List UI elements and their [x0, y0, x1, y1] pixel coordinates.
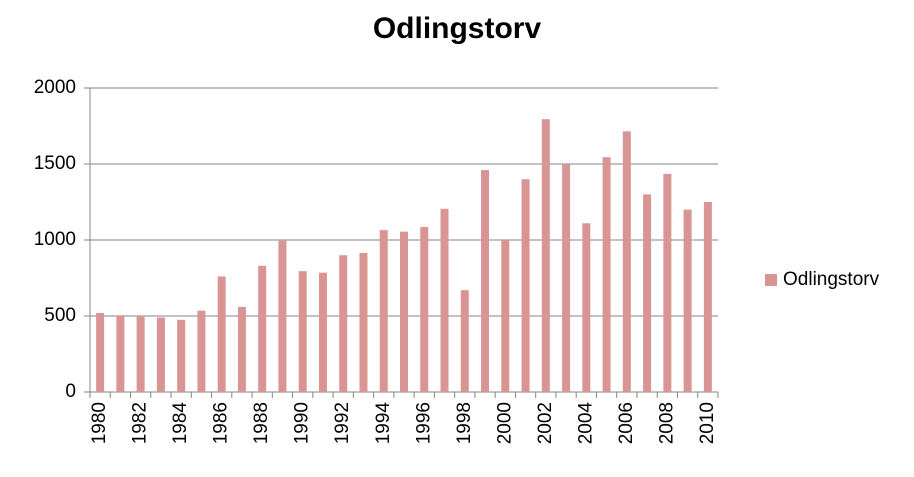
- x-tick-label: 1998: [454, 402, 475, 444]
- bar: [116, 315, 125, 392]
- x-tick-label: 2008: [656, 402, 677, 444]
- bar: [217, 276, 226, 392]
- chart-title: Odlingstorv: [373, 12, 542, 45]
- x-tick-label: 1988: [251, 402, 272, 444]
- bar: [683, 209, 692, 392]
- bar: [420, 227, 429, 392]
- x-tick-label: 2004: [575, 402, 596, 445]
- bar: [602, 157, 611, 392]
- y-tick-label: 1500: [34, 153, 76, 174]
- x-tick-label: 2006: [616, 402, 637, 444]
- y-tick-label: 0: [65, 381, 76, 402]
- bar: [197, 310, 206, 392]
- bar: [562, 164, 571, 392]
- bar: [237, 306, 246, 392]
- y-tick-label: 2000: [34, 77, 76, 98]
- bar: [258, 265, 267, 392]
- legend-label: Odlingstorv: [783, 269, 880, 290]
- bar: [460, 290, 469, 392]
- bar: [622, 131, 631, 392]
- y-tick-label: 500: [44, 305, 76, 326]
- bar: [582, 223, 591, 392]
- x-tick-label: 1990: [292, 402, 313, 444]
- x-tick-label: 2010: [697, 402, 718, 444]
- bar: [156, 317, 165, 392]
- bar: [96, 312, 105, 392]
- bar: [440, 208, 449, 392]
- y-tick-label: 1000: [34, 229, 76, 250]
- bar: [318, 272, 327, 392]
- legend-marker: [765, 274, 777, 286]
- x-tick-label: 1992: [332, 402, 353, 444]
- x-tick-label: 1982: [130, 402, 151, 444]
- bar: [541, 119, 550, 392]
- bar: [521, 179, 530, 392]
- x-tick-label: 2002: [535, 402, 556, 444]
- bar: [663, 173, 672, 392]
- x-tick-label: 2000: [494, 402, 515, 444]
- bar: [643, 194, 652, 392]
- bar: [177, 319, 186, 392]
- bar: [379, 230, 388, 392]
- x-tick-label: 1980: [89, 402, 110, 444]
- x-tick-label: 1984: [170, 402, 191, 445]
- bar: [359, 252, 368, 392]
- bar: [481, 170, 490, 392]
- bar: [298, 271, 307, 392]
- bar: [339, 255, 348, 392]
- x-tick-label: 1996: [413, 402, 434, 444]
- bar: [703, 202, 712, 392]
- bar: [501, 240, 510, 392]
- x-tick-label: 1994: [373, 402, 394, 445]
- bar: [400, 231, 408, 392]
- bar: [278, 240, 287, 392]
- x-tick-label: 1986: [211, 402, 232, 444]
- bar: [136, 316, 145, 392]
